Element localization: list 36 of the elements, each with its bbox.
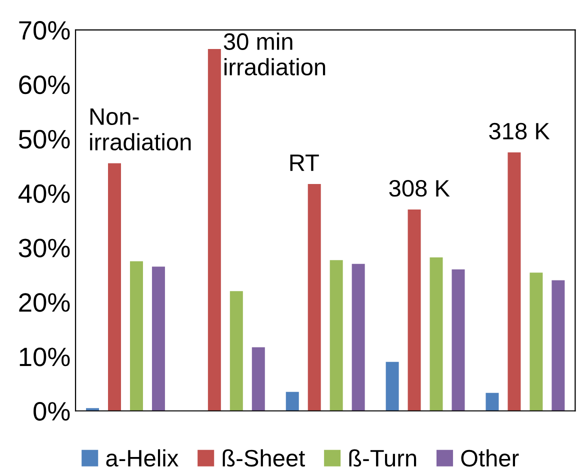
bar	[130, 261, 143, 411]
bar	[330, 260, 343, 411]
y-tick-label: 30%	[18, 238, 70, 258]
legend-label: ß-Sheet	[222, 449, 305, 467]
bar	[552, 280, 565, 411]
bar	[408, 210, 421, 411]
annotation: 318 K	[489, 122, 550, 140]
annotation: RT	[290, 154, 319, 171]
y-tick-label: 60%	[19, 75, 70, 94]
bar	[386, 362, 399, 411]
bar	[486, 392, 499, 411]
y-tick-label: 40%	[18, 184, 70, 204]
bar	[152, 266, 165, 411]
y-tick-label: 10%	[20, 348, 70, 366]
y-tick-label: 50%	[18, 130, 70, 149]
bar	[508, 152, 521, 411]
legend-label: a-Helix	[106, 449, 178, 467]
bar	[230, 291, 243, 411]
bar	[452, 269, 465, 411]
bar	[108, 163, 121, 411]
y-tick-label: 20%	[19, 293, 70, 312]
bar	[86, 408, 100, 411]
annotation: 308 K	[389, 180, 450, 197]
bar	[352, 264, 365, 411]
annotation: 30 min irradiation	[224, 32, 326, 76]
bar	[430, 257, 443, 411]
y-tick-label: 0%	[34, 402, 70, 421]
bar	[308, 184, 321, 411]
legend-label: Other	[461, 449, 519, 467]
bar	[208, 48, 221, 411]
bar	[530, 272, 543, 411]
annotation: Non- irradiation	[90, 108, 191, 150]
bar	[252, 347, 265, 411]
bar	[286, 392, 299, 411]
y-tick-label: 70%	[19, 21, 70, 40]
legend-label: ß-Turn	[349, 449, 416, 467]
